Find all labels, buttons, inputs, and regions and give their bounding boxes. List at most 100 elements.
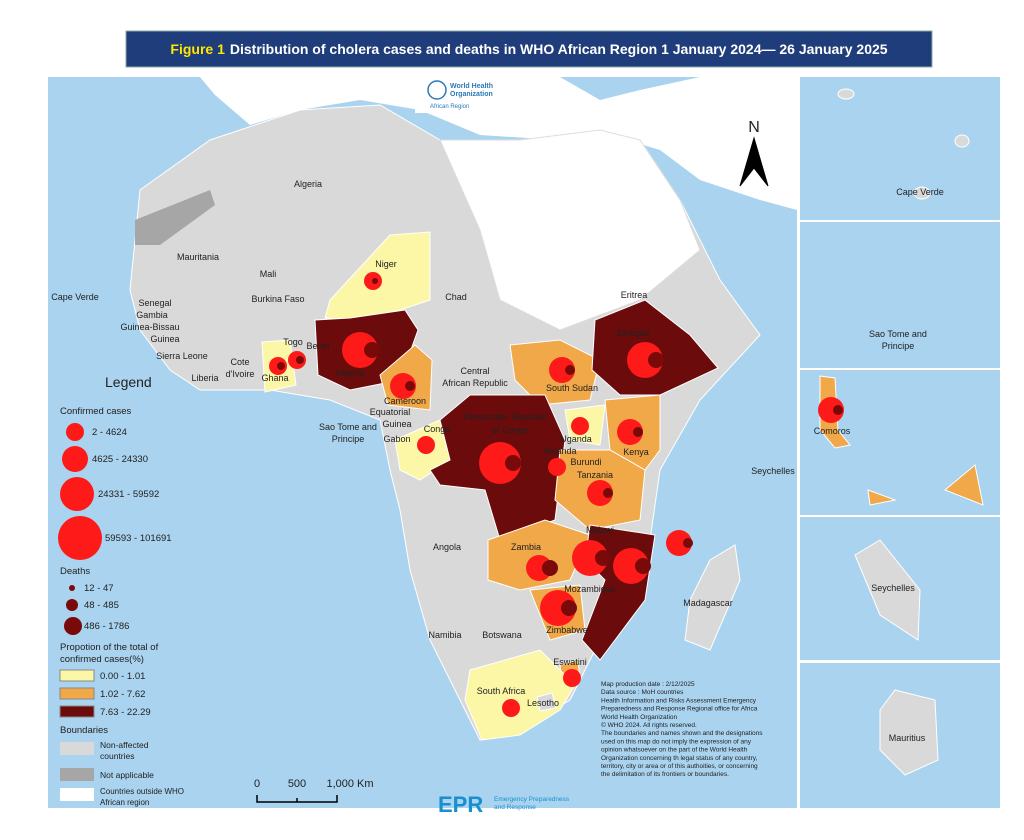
country-label: Liberia	[191, 373, 218, 383]
country-label: Congo	[424, 424, 451, 434]
country-label: Ghana	[261, 373, 288, 383]
country-label: Eswatini	[553, 657, 587, 667]
inset-label: Cape Verde	[896, 187, 944, 197]
country-label: Principe	[332, 434, 365, 444]
title-box	[125, 30, 933, 68]
main-map: Algeria Mauritania Mali Niger Chad Cape Verde…	[48, 77, 797, 808]
country-label: Niger	[375, 259, 397, 269]
inset-panel	[800, 77, 1000, 220]
legend-item: 2 - 4624	[92, 427, 127, 438]
country-label: Equatorial	[370, 407, 411, 417]
legend-item: countries	[100, 751, 135, 761]
note-line: World Health Organization	[601, 714, 677, 721]
logo-line2: Organization	[450, 91, 493, 98]
logo-region: African Region	[430, 104, 469, 110]
footer-line: and Response	[494, 804, 536, 811]
inset-panel	[800, 222, 1000, 368]
country-label: Democratic Republic	[463, 412, 547, 422]
country-labels: Algeria Mauritania Mali Niger Chad Cape Verde…	[51, 179, 795, 708]
note-line: Data source : MoH countries	[601, 689, 684, 696]
note-line: © WHO 2024. All rights reserved.	[601, 721, 697, 729]
country-label: Malawi	[586, 525, 614, 535]
legend-item: 4625 - 24330	[92, 454, 148, 465]
note-line: Organization concerning th legal status …	[601, 755, 758, 762]
mauritius-island	[879, 689, 939, 776]
country-label: Gabon	[383, 434, 410, 444]
legend-heading: Propotion of the total of	[60, 642, 159, 653]
country-label: Zimbabwe	[546, 625, 588, 635]
legend: Legend Confirmed cases 2 - 4624 4625 - 2…	[58, 374, 184, 807]
north-east-outside	[439, 129, 701, 331]
legend-heading: Boundaries	[60, 725, 108, 736]
country-label: Gambia	[136, 310, 168, 320]
insets: Cape Verde Sao Tome and Principe Comoros…	[800, 77, 1000, 808]
title: Figure 1 Distribution of cholera cases an…	[170, 41, 887, 57]
inset-label: Seychelles	[871, 583, 915, 593]
inset-label: Mauritius	[889, 733, 926, 743]
country-label: South Sudan	[546, 383, 598, 393]
inset-label: Comoros	[814, 426, 851, 436]
country-label: Mauritania	[177, 252, 219, 262]
legend-item: 24331 - 59592	[98, 489, 159, 500]
country-label: Togo	[283, 337, 303, 347]
country-label: Ethiopia	[617, 328, 650, 338]
not-applicable	[135, 190, 215, 245]
footer-logo: EPR	[438, 792, 483, 817]
south-africa	[464, 649, 576, 741]
country-label: Rwanda	[543, 446, 576, 456]
country-label: Namibia	[428, 630, 461, 640]
legend-item: Non-affected	[100, 740, 149, 750]
country-label: Mali	[260, 269, 277, 279]
country-label: Guinea	[382, 419, 411, 429]
country-label: Sierra Leone	[156, 351, 208, 361]
country-label: Kenya	[623, 447, 649, 457]
note-line: Map production date : 2/12/2025	[601, 681, 695, 688]
country-label: Burundi	[570, 457, 601, 467]
inset-label: Principe	[882, 341, 915, 351]
scale-label: 0	[254, 778, 260, 790]
legend-item: 12 - 47	[84, 583, 114, 594]
seychelles-island	[854, 539, 921, 641]
country-label: Guinea-Bissau	[120, 322, 179, 332]
country-label: African Republic	[442, 378, 508, 388]
country-label: Guinea	[150, 334, 179, 344]
title-text: Distribution of cholera cases and deaths…	[230, 41, 888, 57]
lesotho	[536, 692, 557, 712]
bubbles	[269, 272, 693, 717]
country-label: of Congo	[492, 425, 529, 435]
country-label: Lesotho	[527, 698, 559, 708]
country-label: Botswana	[482, 630, 522, 640]
country-label: Burkina Faso	[251, 294, 304, 304]
country-label: Tanzania	[577, 470, 613, 480]
legend-item: Not applicable	[100, 770, 154, 780]
note-line: opinion whatsoever on the part of the Wo…	[601, 747, 748, 754]
logo-emblem	[427, 80, 447, 100]
logo-line1: World Health	[450, 83, 493, 90]
note-line: Preparedness and Response Regional offic…	[601, 706, 758, 713]
legend-heading: Deaths	[60, 566, 90, 577]
country-label: Uganda	[560, 434, 592, 444]
country-label: Madagascar	[683, 598, 733, 608]
country-label: Senegal	[138, 298, 171, 308]
note-line: used on this map do not imply the expres…	[601, 738, 752, 745]
legend-item: 1.02 - 7.62	[100, 689, 145, 700]
country-label: Cameroon	[384, 396, 426, 406]
madagascar	[684, 544, 741, 651]
country-label: Eritrea	[621, 290, 648, 300]
legend-item: 48 - 485	[84, 600, 119, 611]
country-label: Sao Tome and	[319, 422, 377, 432]
note-line: Health Information and Risks Assessment …	[601, 697, 757, 704]
footer-line: Emergency Preparedness	[494, 796, 570, 803]
legend-heading: confirmed cases(%)	[60, 654, 144, 665]
scale-label: 500	[288, 778, 306, 790]
country-label: Zambia	[511, 542, 541, 552]
country-label: Mozambique	[564, 584, 616, 594]
country-label: Cape Verde	[51, 292, 99, 302]
country-label: d'Ivoire	[226, 369, 255, 379]
legend-item: African region	[100, 798, 149, 807]
country-label: Algeria	[294, 179, 322, 189]
scale-label: 1,000 Km	[326, 778, 373, 790]
country-label: Nigeria	[336, 368, 365, 378]
